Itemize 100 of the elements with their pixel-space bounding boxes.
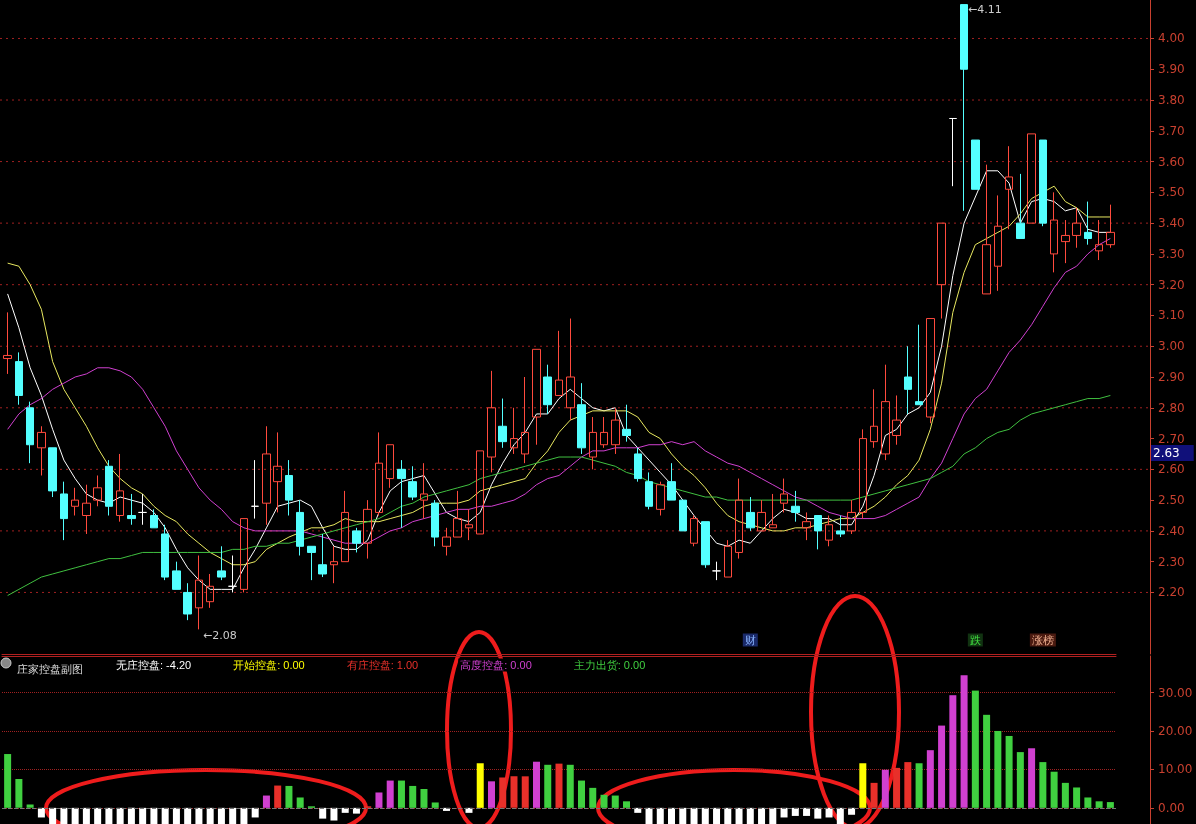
bar — [611, 795, 619, 808]
candlestick — [341, 490, 349, 563]
text: 无庄控盘: -4.20 — [116, 659, 192, 671]
candlestick — [363, 499, 372, 560]
bar — [1005, 735, 1013, 808]
candlestick — [1027, 133, 1036, 224]
bar — [589, 787, 597, 808]
candlestick — [1005, 145, 1013, 230]
candlestick — [645, 471, 653, 510]
y-tick-label: 2.40 — [1158, 523, 1185, 538]
candlestick — [543, 364, 552, 415]
text: 有庄控盘: 1.00 — [346, 659, 419, 671]
y-tick-label: 2.70 — [1158, 431, 1185, 446]
candlestick — [71, 487, 79, 517]
text: 主力出货: 0.00 — [573, 659, 646, 671]
y-tick-label: 3.00 — [1158, 339, 1185, 354]
bar — [71, 807, 79, 824]
candlestick — [780, 478, 788, 513]
candlestick — [408, 465, 417, 501]
candlestick — [532, 348, 541, 446]
candlestick — [600, 416, 608, 449]
candlestick — [161, 524, 169, 581]
candlestick — [330, 545, 338, 584]
candlestick — [386, 444, 394, 489]
text: 庄家控盘副图 — [17, 662, 83, 675]
bar — [296, 797, 304, 808]
y-tick-label: 2.30 — [1158, 554, 1185, 569]
bar — [1028, 748, 1036, 808]
candlestick — [251, 459, 259, 520]
candlestick — [3, 311, 12, 375]
y-tick-label: 2.50 — [1158, 493, 1185, 508]
candlestick — [150, 508, 158, 529]
candlestick — [420, 462, 428, 520]
bar — [1061, 782, 1069, 808]
y-tick-label: 2.20 — [1158, 585, 1185, 600]
candlestick — [48, 447, 57, 498]
bar — [690, 807, 698, 824]
bar — [184, 807, 192, 824]
bar — [1050, 771, 1058, 808]
candlestick — [498, 398, 507, 449]
candlestick — [476, 450, 484, 535]
candlestick — [465, 508, 473, 541]
candlestick — [926, 318, 935, 424]
candlestick — [172, 561, 181, 590]
bar — [1039, 762, 1047, 808]
candlestick — [15, 351, 23, 406]
candlestick — [1039, 139, 1047, 227]
line-series — [7, 394, 1111, 597]
candlestick — [836, 515, 845, 538]
bar — [274, 785, 282, 808]
candlestick — [1095, 219, 1103, 261]
y-tick-label: 3.40 — [1158, 216, 1185, 231]
bar — [150, 807, 158, 824]
candlestick — [352, 527, 361, 553]
bar — [105, 807, 113, 824]
candlestick — [667, 462, 676, 501]
bar — [814, 807, 822, 819]
bar — [172, 807, 180, 824]
bar — [521, 776, 529, 808]
bar — [206, 807, 214, 824]
candlestick — [634, 447, 642, 483]
bar — [938, 725, 946, 808]
annotation: 跌 — [969, 633, 981, 647]
bar — [645, 807, 653, 824]
bar — [1016, 752, 1024, 808]
y-tick-label: 20.00 — [1158, 723, 1193, 738]
candlestick — [589, 416, 597, 470]
bar — [578, 780, 586, 808]
bar — [285, 785, 293, 808]
bar — [240, 807, 248, 824]
bar — [960, 675, 968, 808]
bar — [319, 807, 327, 819]
candlestick — [622, 404, 631, 443]
candlestick — [262, 425, 271, 526]
bar — [217, 807, 225, 824]
bar — [859, 763, 867, 808]
candlestick — [1050, 191, 1058, 273]
bar — [758, 807, 766, 824]
bar — [532, 761, 540, 808]
bar — [915, 763, 923, 808]
bar — [4, 754, 12, 808]
annotation: ←4.11 — [968, 3, 1002, 17]
candlestick — [746, 496, 755, 532]
bar — [1095, 801, 1103, 808]
bar — [904, 762, 912, 808]
candlestick — [138, 493, 147, 526]
candlestick — [1084, 201, 1092, 246]
candlestick — [273, 431, 282, 513]
candlestick — [307, 545, 316, 581]
bar — [161, 807, 169, 824]
candlestick — [881, 364, 890, 461]
candlestick — [915, 324, 923, 406]
bar — [1084, 797, 1092, 808]
candlestick — [26, 401, 34, 464]
bar — [735, 807, 743, 824]
y-tick-label: 3.80 — [1158, 93, 1185, 108]
candlestick — [679, 499, 687, 532]
candlestick — [183, 582, 192, 621]
candlestick — [982, 164, 991, 295]
bar — [1106, 802, 1114, 808]
